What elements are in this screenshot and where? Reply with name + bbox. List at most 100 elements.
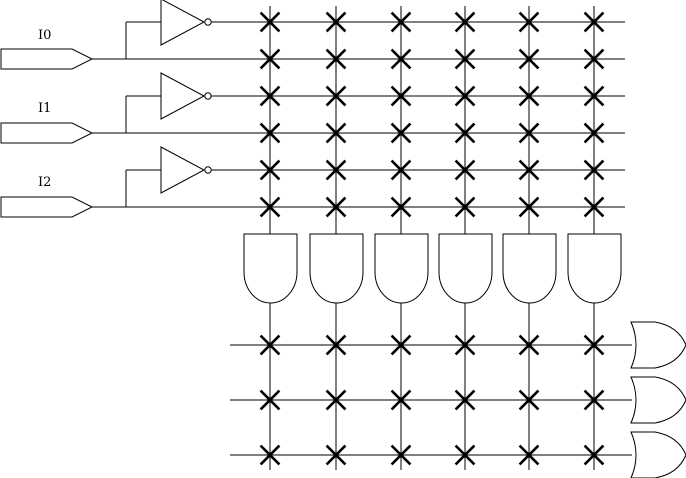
and-crosspoint-0-0-stroke-b: [259, 11, 281, 33]
or-crosspoint-0-2-stroke-b: [390, 334, 412, 356]
or-crosspoint-2-4: [518, 444, 540, 466]
and-crosspoint-3-4-stroke-b: [518, 122, 540, 144]
or-crosspoint-0-5-stroke-b: [583, 334, 605, 356]
and-crosspoint-4-1: [325, 159, 347, 181]
and-crosspoint-4-2-stroke-b: [390, 159, 412, 181]
and-crosspoint-3-3: [454, 122, 476, 144]
or-crosspoint-0-1: [325, 334, 347, 356]
and-crosspoint-2-5: [583, 85, 605, 107]
input-pin-1: [0, 122, 94, 144]
and-crosspoint-0-5-stroke-b: [583, 11, 605, 33]
and-crosspoint-4-4-stroke-b: [518, 159, 540, 181]
input-pin-0: [0, 48, 94, 70]
or-crosspoint-1-0: [259, 389, 281, 411]
and-gate-5: [567, 233, 622, 304]
and-crosspoint-4-5: [583, 159, 605, 181]
and-crosspoint-1-1-stroke-b: [325, 48, 347, 70]
and-gate-1: [309, 233, 364, 304]
and-gate-3: [438, 233, 493, 304]
or-crosspoint-1-2: [390, 389, 412, 411]
inverter-0: [160, 0, 206, 46]
and-crosspoint-5-1-stroke-b: [325, 196, 347, 218]
crosspoints-layer: [259, 11, 605, 466]
and-crosspoint-2-5-stroke-b: [583, 85, 605, 107]
and-crosspoint-3-5: [583, 122, 605, 144]
and-crosspoint-4-3-stroke-b: [454, 159, 476, 181]
and-crosspoint-4-3: [454, 159, 476, 181]
and-crosspoint-3-4: [518, 122, 540, 144]
and-crosspoint-4-0: [259, 159, 281, 181]
or-crosspoint-1-4: [518, 389, 540, 411]
or-crosspoint-2-5-stroke-b: [583, 444, 605, 466]
inverter-bubble-2: [204, 166, 212, 174]
and-crosspoint-2-3: [454, 85, 476, 107]
or-crosspoint-1-5-stroke-b: [583, 389, 605, 411]
and-crosspoint-2-1: [325, 85, 347, 107]
and-crosspoint-5-1: [325, 196, 347, 218]
and-crosspoint-2-2: [390, 85, 412, 107]
or-crosspoint-2-0: [259, 444, 281, 466]
and-gate-4: [502, 233, 557, 304]
and-gate-0: [243, 233, 298, 304]
inverter-1: [160, 72, 206, 120]
or-crosspoint-0-0: [259, 334, 281, 356]
inverter-2: [160, 146, 206, 194]
or-crosspoint-2-3: [454, 444, 476, 466]
or-crosspoint-2-2: [390, 444, 412, 466]
and-crosspoint-2-4: [518, 85, 540, 107]
and-crosspoint-0-3-stroke-b: [454, 11, 476, 33]
and-crosspoint-0-1-stroke-b: [325, 11, 347, 33]
and-crosspoint-4-2: [390, 159, 412, 181]
or-gate-2: [630, 431, 686, 478]
or-crosspoint-1-3: [454, 389, 476, 411]
or-crosspoint-1-1: [325, 389, 347, 411]
and-crosspoint-1-5: [583, 48, 605, 70]
or-crosspoint-0-5: [583, 334, 605, 356]
and-crosspoint-2-0: [259, 85, 281, 107]
and-crosspoint-1-3: [454, 48, 476, 70]
and-crosspoint-1-0-stroke-b: [259, 48, 281, 70]
and-crosspoint-2-4-stroke-b: [518, 85, 540, 107]
or-crosspoint-0-4: [518, 334, 540, 356]
and-crosspoint-5-4-stroke-b: [518, 196, 540, 218]
and-crosspoint-3-0: [259, 122, 281, 144]
and-crosspoint-0-5: [583, 11, 605, 33]
and-crosspoint-3-1: [325, 122, 347, 144]
and-crosspoint-1-3-stroke-b: [454, 48, 476, 70]
or-crosspoint-1-0-stroke-b: [259, 389, 281, 411]
or-crosspoint-0-0-stroke-b: [259, 334, 281, 356]
input-label-i2: I2: [38, 175, 51, 190]
or-crosspoint-2-1: [325, 444, 347, 466]
and-crosspoint-3-3-stroke-b: [454, 122, 476, 144]
input-label-i0: I0: [38, 28, 51, 43]
or-crosspoint-2-3-stroke-b: [454, 444, 476, 466]
or-crosspoint-0-1-stroke-b: [325, 334, 347, 356]
and-crosspoint-5-5: [583, 196, 605, 218]
and-crosspoint-5-2-stroke-b: [390, 196, 412, 218]
and-crosspoint-1-0: [259, 48, 281, 70]
and-crosspoint-4-1-stroke-b: [325, 159, 347, 181]
or-crosspoint-0-4-stroke-b: [518, 334, 540, 356]
and-crosspoint-1-2-stroke-b: [390, 48, 412, 70]
and-crosspoint-5-5-stroke-b: [583, 196, 605, 218]
and-crosspoint-1-5-stroke-b: [583, 48, 605, 70]
and-crosspoint-5-0: [259, 196, 281, 218]
and-crosspoint-0-4-stroke-b: [518, 11, 540, 33]
and-crosspoint-1-1: [325, 48, 347, 70]
and-crosspoint-2-3-stroke-b: [454, 85, 476, 107]
and-crosspoint-5-0-stroke-b: [259, 196, 281, 218]
and-crosspoint-5-3: [454, 196, 476, 218]
and-crosspoint-4-5-stroke-b: [583, 159, 605, 181]
or-crosspoint-1-5: [583, 389, 605, 411]
inverter-bubble-0: [204, 18, 212, 26]
or-crosspoint-2-0-stroke-b: [259, 444, 281, 466]
and-crosspoint-2-1-stroke-b: [325, 85, 347, 107]
and-crosspoint-0-1: [325, 11, 347, 33]
wires-layer: [92, 6, 632, 470]
and-crosspoint-3-0-stroke-b: [259, 122, 281, 144]
or-crosspoint-2-1-stroke-b: [325, 444, 347, 466]
or-crosspoint-2-2-stroke-b: [390, 444, 412, 466]
and-crosspoint-2-0-stroke-b: [259, 85, 281, 107]
